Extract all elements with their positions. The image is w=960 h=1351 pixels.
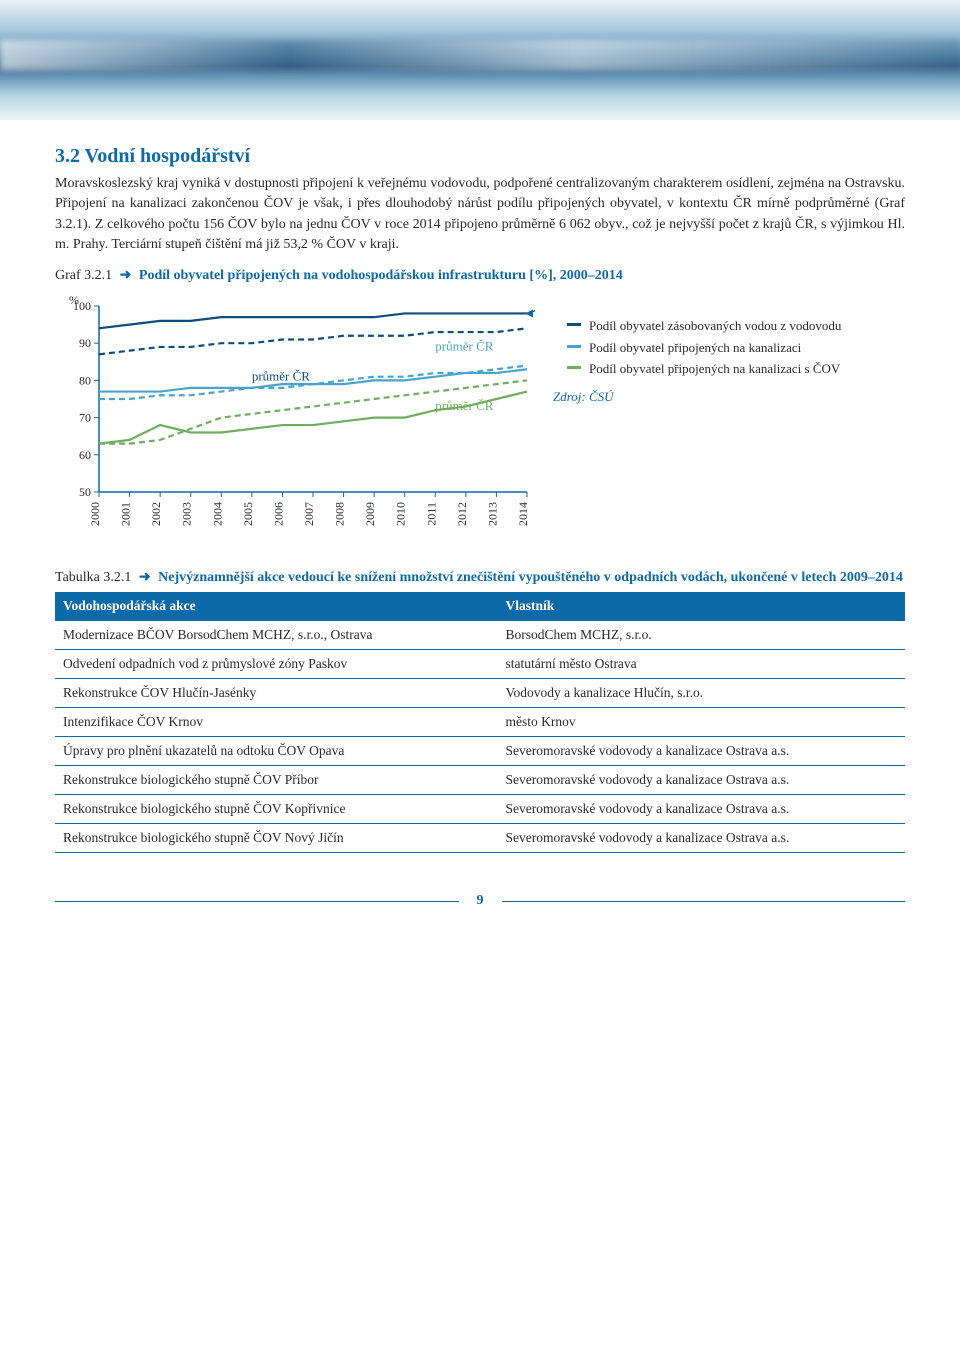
arrow-icon: ➜ — [116, 268, 136, 283]
table-cell: BorsodChem MCHZ, s.r.o. — [497, 621, 905, 650]
table-row: Úpravy pro plnění ukazatelů na odtoku ČO… — [55, 737, 905, 766]
chart-svg: %506070809010020002001200220032004200520… — [55, 290, 535, 540]
table-cell: Modernizace BČOV BorsodChem MCHZ, s.r.o.… — [55, 621, 497, 650]
svg-text:průměr ČR: průměr ČR — [252, 369, 310, 384]
legend-item: Podíl obyvatel připojených na kanalizaci — [553, 338, 905, 358]
svg-text:90: 90 — [79, 336, 91, 350]
svg-text:2002: 2002 — [149, 502, 163, 526]
chart-legend: Podíl obyvatel zásobovaných vodou z vodo… — [553, 290, 905, 406]
svg-text:2003: 2003 — [180, 502, 194, 526]
table-caption: Tabulka 3.2.1 ➜ Nejvýznamnější akce vedo… — [55, 569, 905, 586]
table-cell: město Krnov — [497, 708, 905, 737]
table-header: Vlastník — [497, 592, 905, 621]
page-number-value: 9 — [459, 893, 502, 908]
table-cell: Severomoravské vodovody a kanalizace Ost… — [497, 766, 905, 795]
page-number: 9 — [55, 893, 905, 909]
legend-item: Podíl obyvatel zásobovaných vodou z vodo… — [553, 316, 905, 336]
table-cell: Odvedení odpadních vod z průmyslové zóny… — [55, 650, 497, 679]
chart-source: Zdroj: ČSÚ — [553, 387, 905, 407]
svg-text:2013: 2013 — [485, 502, 499, 526]
table-label: Tabulka 3.2.1 — [55, 570, 131, 585]
table-row: Modernizace BČOV BorsodChem MCHZ, s.r.o.… — [55, 621, 905, 650]
table-cell: Severomoravské vodovody a kanalizace Ost… — [497, 737, 905, 766]
table-cell: Vodovody a kanalizace Hlučín, s.r.o. — [497, 679, 905, 708]
table-cell: Rekonstrukce ČOV Hlučín-Jasénky — [55, 679, 497, 708]
svg-text:50: 50 — [79, 485, 91, 499]
svg-text:2008: 2008 — [333, 502, 347, 526]
svg-text:2012: 2012 — [455, 502, 469, 526]
table-cell: Rekonstrukce biologického stupně ČOV Nov… — [55, 824, 497, 853]
svg-text:60: 60 — [79, 448, 91, 462]
table-row: Rekonstrukce biologického stupně ČOV Nov… — [55, 824, 905, 853]
legend-dash — [567, 338, 581, 352]
svg-text:2007: 2007 — [302, 502, 316, 526]
svg-text:průměr ČR: průměr ČR — [435, 339, 493, 354]
table-row: Rekonstrukce biologického stupně ČOV Pří… — [55, 766, 905, 795]
svg-text:2011: 2011 — [424, 502, 438, 526]
svg-text:2004: 2004 — [210, 502, 224, 526]
chart-title: Podíl obyvatel připojených na vodohospod… — [139, 268, 623, 283]
table-cell: Severomoravské vodovody a kanalizace Ost… — [497, 824, 905, 853]
table-row: Odvedení odpadních vod z průmyslové zóny… — [55, 650, 905, 679]
svg-text:2001: 2001 — [119, 502, 133, 526]
svg-text:70: 70 — [79, 411, 91, 425]
table-row: Intenzifikace ČOV Krnovměsto Krnov — [55, 708, 905, 737]
svg-text:80: 80 — [79, 374, 91, 388]
svg-text:2009: 2009 — [363, 502, 377, 526]
table-cell: Severomoravské vodovody a kanalizace Ost… — [497, 795, 905, 824]
svg-text:2000: 2000 — [88, 502, 102, 526]
chart-block: %506070809010020002001200220032004200520… — [55, 290, 905, 545]
actions-table: Vodohospodářská akceVlastník Modernizace… — [55, 592, 905, 853]
table-cell: statutární město Ostrava — [497, 650, 905, 679]
section-body: Moravskoslezský kraj vyniká v dostupnost… — [55, 174, 905, 255]
svg-text:100: 100 — [73, 299, 91, 313]
chart-caption: Graf 3.2.1 ➜ Podíl obyvatel připojených … — [55, 267, 905, 284]
table-row: Rekonstrukce ČOV Hlučín-JasénkyVodovody … — [55, 679, 905, 708]
svg-text:2010: 2010 — [394, 502, 408, 526]
legend-text: Podíl obyvatel zásobovaných vodou z vodo… — [589, 316, 841, 336]
svg-text:2006: 2006 — [271, 502, 285, 526]
page-content: 3.2 Vodní hospodářství Moravskoslezský k… — [0, 120, 960, 939]
legend-text: Podíl obyvatel připojených na kanalizaci… — [589, 359, 840, 379]
legend-item: Podíl obyvatel připojených na kanalizaci… — [553, 359, 905, 379]
table-cell: Rekonstrukce biologického stupně ČOV Pří… — [55, 766, 497, 795]
svg-text:průměr ČR: průměr ČR — [435, 398, 493, 413]
table-cell: Úpravy pro plnění ukazatelů na odtoku ČO… — [55, 737, 497, 766]
arrow-icon: ➜ — [135, 570, 155, 585]
table-row: Rekonstrukce biologického stupně ČOV Kop… — [55, 795, 905, 824]
legend-dash — [567, 359, 581, 373]
table-cell: Intenzifikace ČOV Krnov — [55, 708, 497, 737]
table-header: Vodohospodářská akce — [55, 592, 497, 621]
water-banner — [0, 0, 960, 120]
section-heading: 3.2 Vodní hospodářství — [55, 145, 905, 168]
legend-dash — [567, 316, 581, 330]
line-chart: %506070809010020002001200220032004200520… — [55, 290, 535, 545]
svg-text:2014: 2014 — [516, 502, 530, 526]
table-title: Nejvýznamnější akce vedoucí ke snížení m… — [158, 570, 903, 585]
legend-text: Podíl obyvatel připojených na kanalizaci — [589, 338, 801, 358]
table-cell: Rekonstrukce biologického stupně ČOV Kop… — [55, 795, 497, 824]
chart-label: Graf 3.2.1 — [55, 268, 112, 283]
svg-text:2005: 2005 — [241, 502, 255, 526]
